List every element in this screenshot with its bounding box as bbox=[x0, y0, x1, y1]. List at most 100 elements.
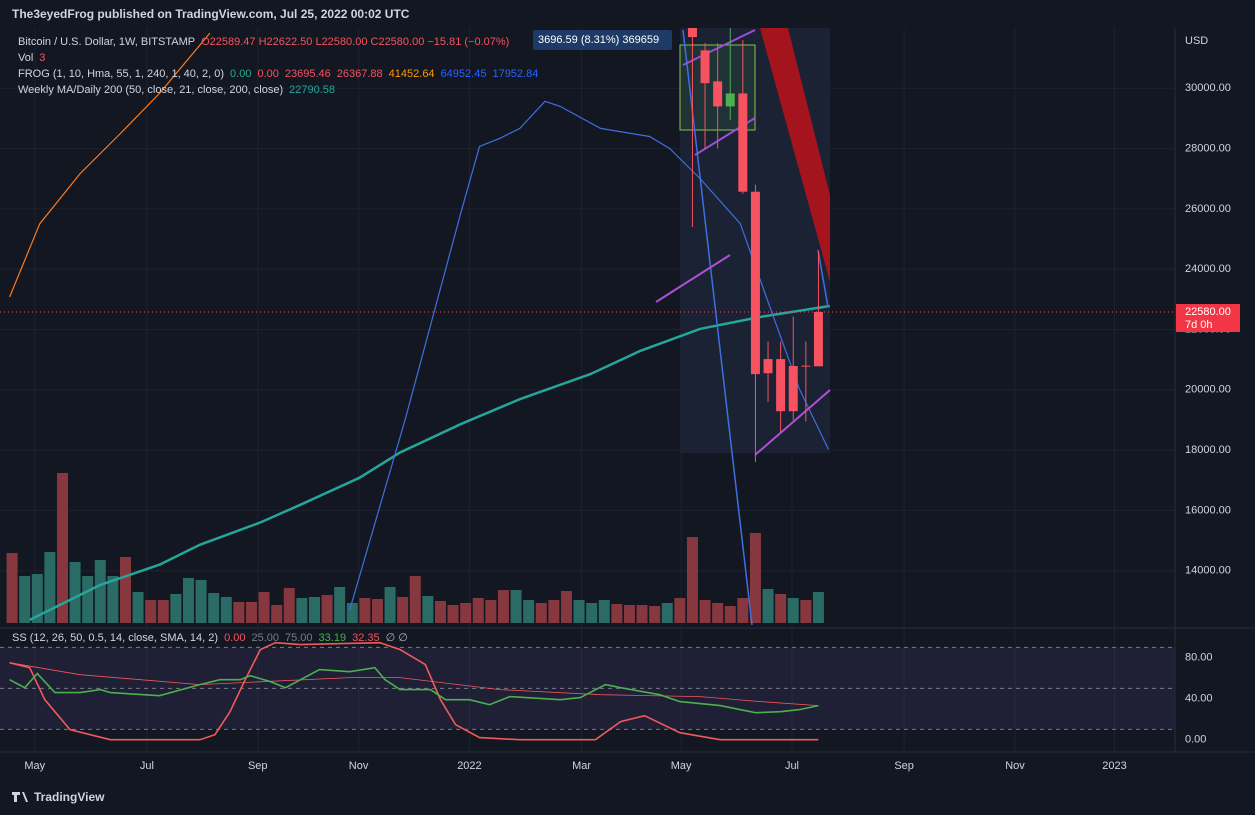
volume-bar bbox=[56, 473, 68, 623]
volume-bar bbox=[497, 590, 509, 623]
volume-bar bbox=[283, 588, 295, 623]
countdown-label: 7d 0h bbox=[1185, 319, 1213, 331]
oscillator-pane bbox=[0, 641, 1175, 741]
volume-bar bbox=[699, 600, 711, 623]
x-tick-label: Jul bbox=[785, 760, 799, 772]
legend-symbol: Bitcoin / U.S. Dollar, 1W, BITSTAMP bbox=[18, 36, 196, 48]
x-tick-label: Nov bbox=[349, 760, 369, 772]
volume-bar bbox=[712, 603, 724, 623]
header: The3eyedFrog published on TradingView.co… bbox=[12, 7, 410, 21]
candle-body bbox=[750, 191, 760, 375]
volume-bar bbox=[220, 597, 232, 623]
y-tick-label: 20000.00 bbox=[1185, 384, 1231, 396]
volume-bar bbox=[384, 587, 396, 623]
candle-body bbox=[763, 359, 773, 374]
y-tick-label: 24000.00 bbox=[1185, 263, 1231, 275]
candle-body bbox=[813, 312, 823, 367]
volume-bar bbox=[560, 591, 572, 623]
volume-bar bbox=[208, 593, 220, 623]
legend-frog-row: FROG (1, 10, Hma, 55, 1, 240, 1, 40, 2, … bbox=[18, 67, 544, 81]
x-tick-label: Sep bbox=[894, 760, 914, 772]
volume-bar bbox=[170, 594, 182, 623]
candle-body bbox=[738, 93, 748, 192]
volume-bar bbox=[233, 602, 245, 623]
volume-bar bbox=[548, 600, 560, 623]
legend-frog-value: 23695.46 bbox=[284, 68, 331, 80]
legend-frog-value: 0.00 bbox=[257, 68, 279, 80]
volume-bar bbox=[812, 592, 824, 623]
volume-bar bbox=[724, 606, 736, 623]
volume-bar bbox=[422, 596, 434, 623]
y-tick-label: 16000.00 bbox=[1185, 504, 1231, 516]
volume-bar bbox=[119, 557, 131, 623]
x-tick-label: May bbox=[24, 760, 45, 772]
y-tick-label: 28000.00 bbox=[1185, 143, 1231, 155]
volume-bar bbox=[523, 600, 535, 623]
grid bbox=[0, 28, 1175, 752]
volume-bar bbox=[762, 589, 774, 623]
legend-symbol-row: Bitcoin / U.S. Dollar, 1W, BITSTAMP O2258… bbox=[18, 35, 515, 49]
volume-bar bbox=[359, 598, 371, 623]
candle-body bbox=[700, 50, 710, 84]
volume-bar bbox=[334, 587, 346, 623]
channel-line bbox=[754, 389, 831, 456]
candle-body bbox=[725, 93, 735, 107]
channel-line bbox=[655, 254, 731, 303]
candle-body bbox=[801, 365, 811, 367]
volume-bar bbox=[132, 592, 144, 623]
legend-ss-value: ∅ ∅ bbox=[385, 632, 408, 644]
volume-bar bbox=[107, 576, 119, 623]
x-tick-label: Nov bbox=[1005, 760, 1025, 772]
last-price-label: 22580.00 bbox=[1185, 306, 1231, 318]
volume-bar bbox=[749, 533, 761, 623]
volume-bar bbox=[82, 576, 94, 623]
y-tick-label: 14000.00 bbox=[1185, 565, 1231, 577]
y-tick-label: 30000.00 bbox=[1185, 82, 1231, 94]
volume-bar bbox=[787, 598, 799, 623]
x-tick-label: May bbox=[671, 760, 692, 772]
legend-frog-value: 41452.64 bbox=[388, 68, 435, 80]
legend-ss-value: 33.19 bbox=[318, 632, 347, 644]
volume-bar bbox=[485, 600, 497, 623]
indicator-line bbox=[9, 641, 819, 741]
legend-ma-row: Weekly MA/Daily 200 (50, close, 21, clos… bbox=[18, 83, 341, 97]
legend-ma-value: 22790.58 bbox=[289, 84, 336, 96]
volume-bar bbox=[472, 598, 484, 623]
volume-bar bbox=[535, 603, 547, 623]
legend-ohlc: O22589.47 H22622.50 L22580.00 C22580.00 … bbox=[201, 36, 510, 48]
indicator-line bbox=[9, 32, 211, 298]
volume-bar bbox=[397, 597, 409, 623]
legend-frog-value: 26367.88 bbox=[336, 68, 383, 80]
volume-bar bbox=[346, 603, 358, 623]
volume-bar bbox=[195, 580, 207, 623]
osc-tick-label: 0.00 bbox=[1185, 734, 1206, 746]
volume-bar bbox=[737, 598, 749, 623]
legend-ss: SS (12, 26, 50, 0.5, 14, close, SMA, 14,… bbox=[12, 632, 219, 644]
candles bbox=[687, 28, 823, 463]
osc-tick-label: 80.00 bbox=[1185, 652, 1213, 664]
tooltip-box bbox=[533, 30, 672, 50]
legend-ss-value: 75.00 bbox=[285, 632, 313, 644]
currency: USD bbox=[1185, 35, 1208, 47]
volume-bar bbox=[409, 576, 421, 623]
volume-bar bbox=[182, 578, 194, 623]
volume-bar bbox=[271, 605, 283, 623]
volume-bar bbox=[649, 606, 661, 623]
indicator-line bbox=[29, 304, 830, 622]
legend-vol-value: 3 bbox=[39, 52, 46, 64]
candle-body bbox=[788, 365, 798, 412]
volume-bar bbox=[775, 594, 787, 623]
volume-bar bbox=[674, 598, 686, 623]
volume-bar bbox=[636, 605, 648, 623]
last-price-box bbox=[1176, 304, 1240, 333]
volume-bar bbox=[623, 605, 635, 623]
volume-bar bbox=[800, 600, 812, 623]
volume-bar bbox=[296, 598, 308, 623]
y-tick-label: 26000.00 bbox=[1185, 203, 1231, 215]
legend-ss-value: 25.00 bbox=[251, 632, 280, 644]
volume-bar bbox=[573, 600, 585, 623]
legend-frog: FROG (1, 10, Hma, 55, 1, 240, 1, 40, 2, … bbox=[18, 68, 225, 80]
volume-bar bbox=[94, 560, 106, 623]
volume-bar bbox=[371, 599, 383, 623]
